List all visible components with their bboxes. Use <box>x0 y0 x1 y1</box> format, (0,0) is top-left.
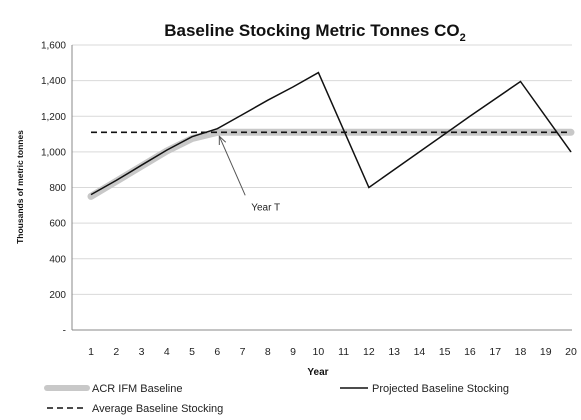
annotation-arrow-head <box>218 135 227 146</box>
x-tick-label: 19 <box>540 346 552 358</box>
y-tick-label: 200 <box>49 290 66 301</box>
chart-title-main: Baseline Stocking Metric Tonnes CO <box>164 21 459 40</box>
legend-label-average-baseline-stocking: Average Baseline Stocking <box>92 403 223 415</box>
x-tick-label: 14 <box>414 346 426 358</box>
annotation-arrow-line <box>218 136 246 196</box>
x-tick-label: 3 <box>139 346 145 358</box>
series-layer <box>87 71 575 200</box>
x-axis: 1 2 3 4 5 6 7 8 9 10 11 12 13 14 15 16 17 18 19 20 <box>72 329 577 358</box>
x-tick-label: 2 <box>113 346 119 358</box>
x-tick-label: 20 <box>565 346 577 358</box>
y-tick-label: - <box>63 326 66 337</box>
x-tick-label: 13 <box>388 346 400 358</box>
y-axis-label: Thousands of metric tonnes <box>15 130 25 244</box>
y-tick-label: 1,200 <box>41 112 66 123</box>
grid-lines <box>72 44 572 295</box>
series-line-acr-ifm-baseline <box>87 128 575 200</box>
annotation-label: Year T <box>251 202 280 213</box>
y-tick-label: 800 <box>49 183 66 194</box>
legend-label-projected-baseline-stocking: Projected Baseline Stocking <box>372 383 509 395</box>
x-tick-label: 4 <box>164 346 170 358</box>
x-tick-label: 1 <box>88 346 94 358</box>
legend-label-acr-ifm-baseline: ACR IFM Baseline <box>92 383 182 395</box>
chart-title-subscript: 2 <box>460 32 466 44</box>
x-tick-label: 11 <box>338 346 349 358</box>
annotation-layer: Year T <box>218 135 280 213</box>
y-tick-label: 400 <box>49 254 66 265</box>
x-tick-label: 10 <box>313 346 325 358</box>
series-line-projected-baseline-stocking <box>90 71 572 196</box>
x-tick-label: 17 <box>489 346 501 358</box>
x-tick-label: 12 <box>363 346 375 358</box>
y-axis: - 200 400 600 800 1,000 1,200 1,400 1,600 <box>41 41 73 337</box>
y-tick-label: 600 <box>49 219 66 230</box>
x-tick-label: 16 <box>464 346 476 358</box>
y-tick-label: 1,600 <box>41 41 66 52</box>
x-tick-label: 8 <box>265 346 271 358</box>
x-tick-label: 15 <box>439 346 451 358</box>
x-tick-label: 9 <box>290 346 296 358</box>
y-tick-label: 1,000 <box>41 147 66 158</box>
x-tick-label: 6 <box>214 346 220 358</box>
chart-title: Baseline Stocking Metric Tonnes CO2 <box>164 21 465 44</box>
x-tick-label: 7 <box>240 346 246 358</box>
legend: ACR IFM Baseline Projected Baseline Stock… <box>44 383 509 415</box>
y-tick-label: 1,400 <box>41 76 66 87</box>
x-tick-label: 18 <box>515 346 527 358</box>
x-axis-label: Year <box>307 367 328 378</box>
x-tick-label: 5 <box>189 346 195 358</box>
